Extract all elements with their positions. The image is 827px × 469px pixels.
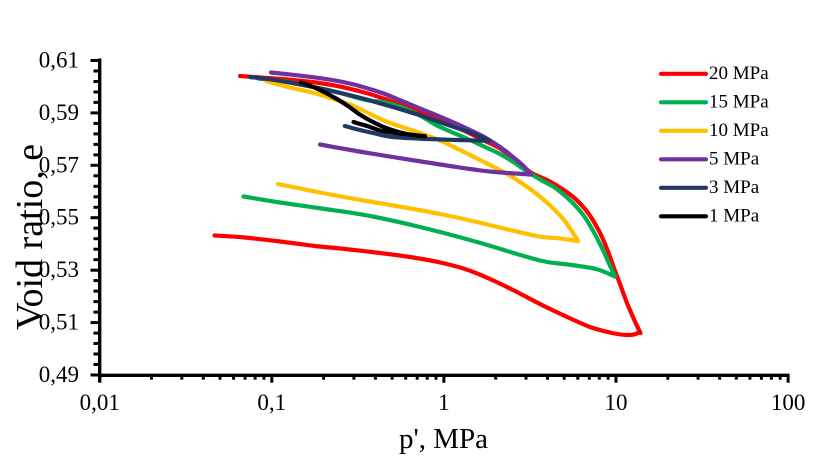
svg-text:0,55: 0,55: [39, 205, 79, 230]
svg-text:1: 1: [438, 390, 450, 415]
svg-text:100: 100: [771, 390, 806, 415]
svg-text:0,61: 0,61: [39, 48, 79, 73]
svg-text:0,53: 0,53: [39, 257, 79, 282]
svg-text:0,57: 0,57: [39, 152, 79, 177]
svg-text:15 MPa: 15 MPa: [709, 91, 769, 112]
svg-text:0,1: 0,1: [257, 390, 286, 415]
svg-text:1 MPa: 1 MPa: [709, 205, 760, 226]
svg-text:3 MPa: 3 MPa: [709, 177, 760, 198]
svg-text:5 MPa: 5 MPa: [709, 148, 760, 169]
svg-text:0,01: 0,01: [80, 390, 120, 415]
svg-text:10: 10: [605, 390, 628, 415]
svg-text:Void ratio, e: Void ratio, e: [9, 144, 51, 330]
svg-text:0,59: 0,59: [39, 100, 79, 125]
svg-text:0,51: 0,51: [39, 310, 79, 335]
svg-text:p', MPa: p', MPa: [399, 423, 488, 455]
svg-text:20 MPa: 20 MPa: [709, 63, 769, 84]
svg-text:10 MPa: 10 MPa: [709, 120, 769, 141]
svg-text:0,49: 0,49: [39, 362, 79, 387]
